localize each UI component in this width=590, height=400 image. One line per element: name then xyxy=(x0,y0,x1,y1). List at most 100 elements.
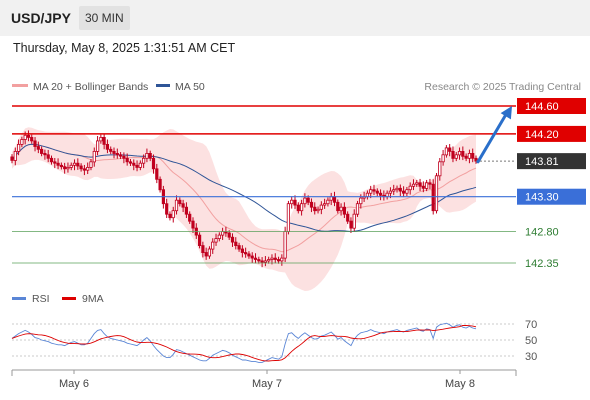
candle-body xyxy=(260,260,264,263)
candle-body xyxy=(63,166,67,170)
candle-body xyxy=(227,232,231,238)
candle-body xyxy=(451,150,455,159)
candle-body xyxy=(148,152,152,159)
ma50-line xyxy=(11,143,477,233)
candle-body xyxy=(26,134,31,138)
candle-body xyxy=(30,136,34,142)
level-label: 142.35 xyxy=(525,258,559,270)
candle-body xyxy=(247,253,251,257)
candle-body xyxy=(322,203,327,206)
candle-body xyxy=(332,196,337,203)
candle-body xyxy=(319,204,323,210)
candle-body xyxy=(257,259,261,262)
candle-body xyxy=(392,189,396,192)
candle-body xyxy=(230,236,235,243)
x-tick-label: May 8 xyxy=(445,378,475,390)
candle-body xyxy=(89,161,93,168)
rsi-tick-label: 70 xyxy=(525,319,537,331)
candle-body xyxy=(438,161,442,177)
candle-body xyxy=(293,199,297,206)
ma20-legend-swatch xyxy=(12,84,28,87)
timeframe-badge[interactable]: 30 MIN xyxy=(79,6,130,30)
candle-body xyxy=(96,140,100,152)
candle-body xyxy=(336,201,340,212)
candle-body xyxy=(263,260,268,263)
candle-body xyxy=(309,201,314,208)
pair-title: USD/JPY xyxy=(11,10,71,26)
candle-body xyxy=(375,190,379,194)
candle-body xyxy=(86,166,90,171)
candle-body xyxy=(181,203,185,208)
candle-body xyxy=(280,257,284,262)
rsi-tick-label: 30 xyxy=(525,351,537,363)
candle-body xyxy=(155,168,159,180)
candle-body xyxy=(43,152,47,156)
candle-body xyxy=(214,238,218,243)
level-label: 144.60 xyxy=(525,101,559,113)
candle-body xyxy=(290,199,294,205)
candle-body xyxy=(92,150,96,163)
candle-body xyxy=(168,213,172,219)
candle-body xyxy=(151,157,156,170)
candle-body xyxy=(428,182,432,185)
candle-body xyxy=(461,150,465,157)
candle-body xyxy=(197,234,202,247)
rsi-tick-label: 50 xyxy=(525,335,537,347)
level-label: 144.20 xyxy=(525,129,559,141)
candle-body xyxy=(132,162,136,166)
candle-body xyxy=(270,257,274,260)
candle-body xyxy=(141,157,146,164)
candle-body xyxy=(267,259,271,262)
candle-body xyxy=(99,136,103,142)
candle-body xyxy=(467,152,472,159)
candle-body xyxy=(448,147,452,152)
candle-body xyxy=(240,248,244,253)
candle-body xyxy=(76,162,80,167)
candle-body xyxy=(283,231,287,259)
candle-body xyxy=(398,187,402,192)
candle-body xyxy=(411,183,416,187)
target-arrow-head xyxy=(500,106,512,120)
candle-body xyxy=(207,248,211,257)
candle-body xyxy=(125,157,129,163)
candle-body xyxy=(349,220,353,229)
candle-body xyxy=(220,231,225,236)
level-label-box xyxy=(517,188,586,205)
candle-body xyxy=(138,162,142,168)
candle-body xyxy=(178,199,182,205)
candle-body xyxy=(313,206,317,212)
candle-body xyxy=(401,190,406,194)
candle-body xyxy=(109,148,113,152)
timestamp: Thursday, May 8, 2025 1:31:51 AM CET xyxy=(13,41,236,55)
candle-body xyxy=(46,154,50,159)
rsi-legend-label: RSI xyxy=(32,293,50,305)
candle-body xyxy=(434,175,439,212)
candle-body xyxy=(20,139,24,145)
level-label-box xyxy=(517,153,586,170)
candle-body xyxy=(10,156,14,161)
rsi-ma-legend-swatch xyxy=(62,297,76,300)
candle-body xyxy=(457,150,462,156)
candle-body xyxy=(243,252,248,255)
candle-body xyxy=(352,213,356,229)
candle-body xyxy=(82,168,86,171)
candle-body xyxy=(454,154,458,159)
candle-body xyxy=(431,183,435,212)
level-label: 143.30 xyxy=(525,192,559,204)
candle-body xyxy=(253,257,258,260)
candle-body xyxy=(115,152,119,156)
candle-body xyxy=(237,245,241,250)
candle-body xyxy=(135,164,139,168)
ma20-legend-label: MA 20 + Bollinger Bands xyxy=(33,81,148,93)
candle-body xyxy=(201,245,205,254)
candle-body xyxy=(40,148,44,154)
candle-body xyxy=(188,213,192,222)
level-label-box xyxy=(517,98,586,114)
levels: 144.60 144.20 143.81 143.30 142.80 142.35 xyxy=(12,98,586,270)
candle-body xyxy=(388,190,393,194)
candle-body xyxy=(395,187,399,191)
candle-body xyxy=(59,164,64,168)
candle-body xyxy=(250,255,254,259)
rsi-line xyxy=(11,322,477,363)
